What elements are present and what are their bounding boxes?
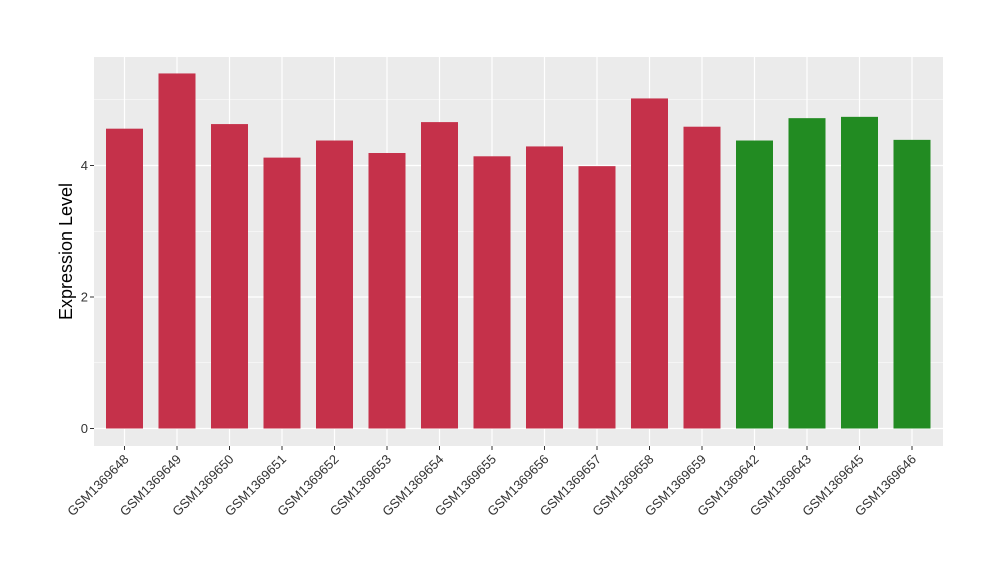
bar-GSM1369652 (316, 140, 353, 429)
y-tick-label: 0 (81, 421, 88, 436)
bar-GSM1369655 (473, 156, 511, 429)
bar-GSM1369658 (631, 98, 668, 429)
x-axis: GSM1369648GSM1369649GSM1369650GSM1369651… (64, 446, 919, 519)
y-tick-label: 4 (81, 158, 88, 173)
bar-GSM1369649 (158, 73, 196, 429)
bar-GSM1369651 (263, 157, 301, 429)
bar-GSM1369659 (683, 126, 721, 429)
bar-GSM1369656 (526, 146, 563, 429)
bar-GSM1369653 (368, 153, 406, 429)
y-axis: 0 2 4 (81, 158, 94, 436)
bar-GSM1369646 (893, 139, 931, 429)
bar-GSM1369642 (736, 140, 773, 429)
bar-GSM1369645 (841, 116, 878, 429)
y-axis-title: Expression Level (56, 183, 76, 320)
y-tick-label: 2 (81, 290, 88, 305)
bars (106, 73, 931, 429)
bar-GSM1369657 (578, 166, 616, 429)
bar-GSM1369643 (788, 118, 826, 429)
bar-GSM1369648 (106, 128, 143, 429)
bar-GSM1369654 (421, 122, 458, 429)
bar-GSM1369650 (211, 124, 248, 429)
